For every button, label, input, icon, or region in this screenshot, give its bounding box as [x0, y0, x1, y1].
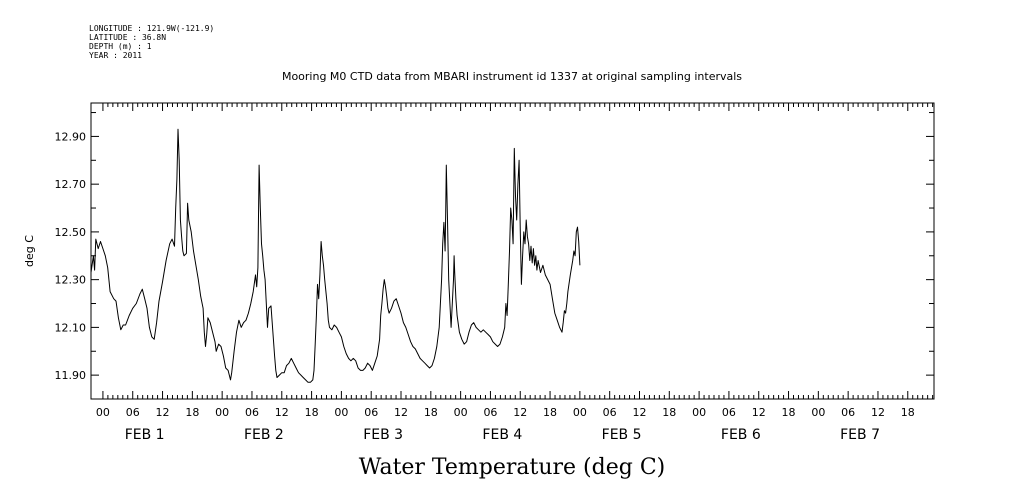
y-tick-label: 12.70 [55, 178, 87, 191]
x-hour-label: 12 [871, 406, 885, 419]
longitude-label: LONGITUDE : 121.9W(-121.9) [89, 24, 214, 33]
x-hour-label: 12 [513, 406, 527, 419]
x-hour-label: 00 [215, 406, 229, 419]
series-line-0 [90, 128, 581, 383]
x-hour-label: 00 [811, 406, 825, 419]
y-tick-label: 12.90 [55, 130, 87, 143]
series-layer [90, 128, 581, 383]
x-hour-label: 00 [692, 406, 706, 419]
x-hour-label: 06 [841, 406, 855, 419]
x-axis: 00 06 12 18 FEB 1 00 06 12 18 FEB 2 00 06 12 18 FEB 3 0… [96, 103, 934, 443]
x-hour-label: 06 [483, 406, 497, 419]
latitude-label: LATITUDE : 36.8N [89, 33, 166, 42]
chart-title: Mooring M0 CTD data from MBARI instrumen… [282, 70, 742, 83]
y-tick-label: 12.10 [55, 321, 87, 334]
x-hour-label: 18 [543, 406, 557, 419]
x-day-label: FEB 1 [125, 427, 165, 443]
x-hour-label: 00 [454, 406, 468, 419]
x-hour-label: 00 [96, 406, 110, 419]
x-day-label: FEB 6 [721, 427, 761, 443]
x-axis-label: Water Temperature (deg C) [359, 455, 666, 480]
plot-frame [90, 102, 935, 400]
x-hour-label: 18 [305, 406, 319, 419]
x-hour-label: 12 [156, 406, 170, 419]
year-label: YEAR : 2011 [89, 51, 142, 60]
y-axis: 11.90 12.10 12.30 12.50 12.70 12.90 [55, 112, 934, 400]
x-day-label: FEB 4 [482, 427, 522, 443]
x-hour-label: 12 [632, 406, 646, 419]
y-axis-label: deg C [23, 235, 36, 267]
x-hour-label: 18 [185, 406, 199, 419]
x-hour-label: 12 [275, 406, 289, 419]
y-tick-label: 11.90 [55, 369, 87, 382]
x-day-label: FEB 7 [840, 427, 880, 443]
x-hour-label: 12 [752, 406, 766, 419]
x-hour-label: 18 [424, 406, 438, 419]
x-hour-label: 00 [573, 406, 587, 419]
depth-label: DEPTH (m) : 1 [89, 42, 152, 51]
x-day-label: FEB 3 [363, 427, 403, 443]
x-hour-label: 06 [126, 406, 140, 419]
x-hour-label: 06 [722, 406, 736, 419]
x-day-label: FEB 2 [244, 427, 284, 443]
x-hour-label: 06 [603, 406, 617, 419]
x-day-label: FEB 5 [602, 427, 642, 443]
x-hour-label: 18 [662, 406, 676, 419]
x-hour-label: 00 [334, 406, 348, 419]
x-hour-label: 06 [364, 406, 378, 419]
x-hour-label: 18 [782, 406, 796, 419]
y-tick-label: 12.30 [55, 274, 87, 287]
y-tick-label: 12.50 [55, 226, 87, 239]
x-hour-label: 06 [245, 406, 259, 419]
x-hour-label: 12 [394, 406, 408, 419]
x-hour-label: 18 [901, 406, 915, 419]
